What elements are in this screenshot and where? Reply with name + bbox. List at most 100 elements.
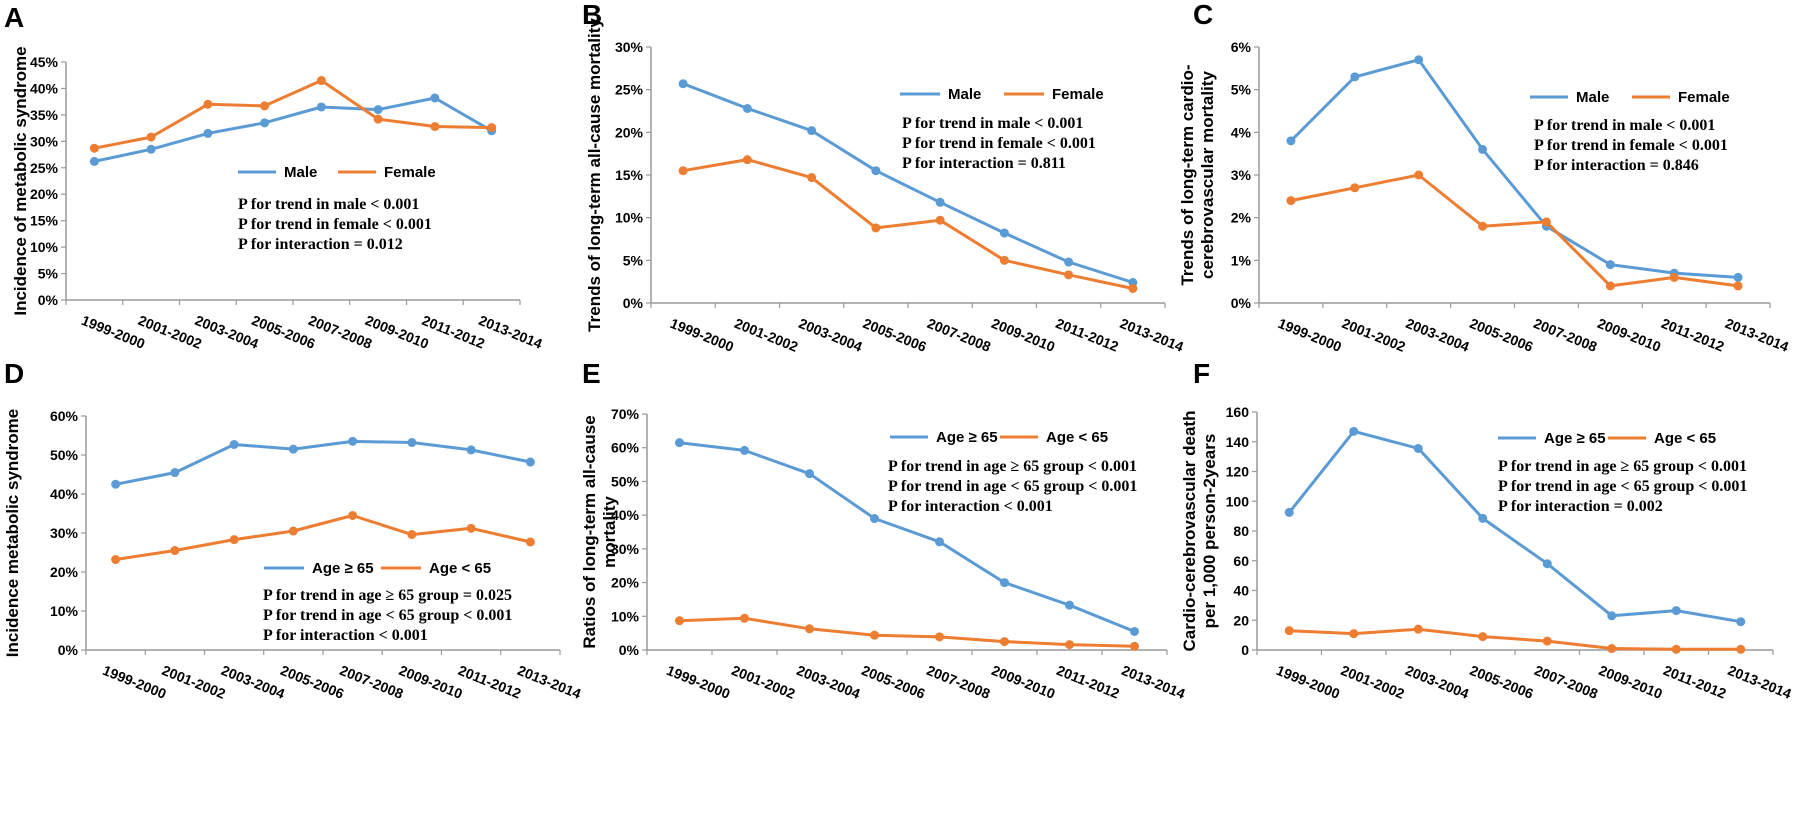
data-point — [348, 510, 358, 520]
x-tick-label: 2003-2004 — [794, 662, 862, 702]
data-point — [1478, 632, 1488, 642]
panel-letter: E — [582, 358, 601, 389]
data-point — [675, 616, 684, 626]
stat-note: P for trend in age < 65 group < 0.001 — [888, 478, 1137, 495]
x-tick-label: 2007-2008 — [1531, 315, 1599, 355]
data-point — [1733, 272, 1743, 282]
y-tick-label: 5% — [38, 266, 59, 282]
y-tick-label: 4% — [1231, 124, 1252, 140]
series-line-1 — [94, 96, 493, 163]
x-tick-label: 2011-2012 — [456, 662, 524, 702]
data-point — [407, 530, 417, 540]
y-tick-label: 25% — [615, 82, 644, 98]
data-point — [1669, 272, 1679, 282]
data-point — [1286, 136, 1296, 146]
x-tick-label: 2013-2014 — [1723, 315, 1791, 355]
y-tick-label: 0 — [1241, 642, 1249, 658]
data-point — [1478, 221, 1488, 231]
stat-note: P for trend in age < 65 group < 0.001 — [1498, 478, 1747, 495]
data-point — [1736, 644, 1746, 654]
legend-label: Age ≥ 65 — [1544, 430, 1606, 447]
stat-note: P for trend in female < 0.001 — [902, 135, 1096, 152]
x-tick-label: 2009-2010 — [1595, 315, 1663, 355]
y-tick-label: 5% — [1231, 82, 1252, 98]
y-tick-label: 60% — [50, 408, 79, 424]
data-point — [871, 166, 881, 176]
data-point — [1414, 55, 1424, 65]
x-tick-label: 2001-2002 — [136, 312, 204, 352]
series-line-1 — [115, 439, 531, 486]
x-tick-label: 2009-2010 — [1597, 662, 1665, 702]
data-point — [740, 613, 749, 623]
x-tick-label: 2013-2014 — [1118, 315, 1186, 355]
data-point — [89, 156, 99, 166]
stat-note: P for trend in age < 65 group < 0.001 — [263, 607, 512, 624]
y-tick-label: 0% — [58, 642, 79, 658]
x-tick-label: 2007-2008 — [924, 662, 992, 702]
data-point — [1349, 629, 1359, 639]
stat-note: P for trend in male < 0.001 — [238, 196, 419, 213]
y-tick-label: 15% — [615, 167, 644, 183]
x-tick-label: 2001-2002 — [1340, 315, 1408, 355]
data-point — [675, 438, 684, 448]
data-point — [678, 166, 688, 176]
y-tick-label: 30% — [30, 133, 59, 149]
data-point — [807, 173, 817, 183]
data-point — [1130, 626, 1139, 636]
y-tick-label: 0% — [38, 292, 59, 308]
data-point — [525, 457, 535, 467]
legend-label: Age < 65 — [429, 560, 491, 577]
y-tick-label: 50% — [611, 473, 640, 489]
data-point — [742, 103, 752, 113]
data-point — [1541, 217, 1551, 227]
x-tick-label: 2005-2006 — [859, 662, 927, 702]
data-point — [807, 126, 817, 136]
data-point — [1605, 260, 1615, 270]
data-point — [316, 76, 326, 86]
data-point — [229, 535, 239, 545]
chart-panel-c: C 0% 1% 2% 3% 4% 5% 6% 1999-20002001-20022003-20… — [1178, 0, 1791, 355]
x-tick-label: 2001-2002 — [729, 662, 797, 702]
data-point — [89, 143, 99, 153]
data-point — [203, 128, 213, 138]
x-tick-label: 2005-2006 — [1468, 662, 1536, 702]
x-tick-label: 2005-2006 — [861, 315, 929, 355]
stat-note: P for trend in female < 0.001 — [1534, 137, 1728, 154]
x-tick-label: 2003-2004 — [219, 662, 287, 702]
series-line-2 — [1290, 173, 1739, 288]
data-point — [170, 546, 180, 556]
stat-note: P for trend in female < 0.001 — [238, 216, 432, 233]
y-tick-label: 3% — [1231, 167, 1252, 183]
y-tick-label: 30% — [611, 541, 640, 557]
data-point — [1000, 578, 1009, 588]
stat-note: P for interaction = 0.846 — [1534, 157, 1699, 174]
x-tick-label: 1999-2000 — [79, 312, 147, 352]
data-point — [870, 630, 879, 640]
y-tick-label: 20% — [30, 186, 59, 202]
x-tick-label: 2011-2012 — [1659, 315, 1727, 355]
data-point — [430, 122, 440, 132]
data-point — [678, 79, 688, 89]
panel-letter: F — [1193, 358, 1210, 389]
stat-note: P for interaction = 0.002 — [1498, 498, 1663, 515]
y-axis-label: per 1,000 person-2years — [1200, 434, 1219, 629]
data-point — [487, 123, 497, 133]
x-tick-label: 2011-2012 — [1661, 662, 1729, 702]
y-tick-label: 10% — [50, 603, 79, 619]
y-tick-label: 25% — [30, 160, 59, 176]
data-point — [466, 445, 476, 455]
x-tick-label: 2007-2008 — [1532, 662, 1600, 702]
data-point — [805, 624, 814, 634]
chart-panel-d: D0%10%20%30%40%50%60%1999-20002001-20022… — [3, 358, 584, 702]
y-axis-label: Trends of long-term cardio- — [1178, 64, 1197, 285]
data-point — [430, 93, 440, 103]
legend-label: Female — [384, 164, 436, 181]
y-tick-label: 15% — [30, 213, 59, 229]
series-line-1 — [1289, 58, 1739, 279]
data-point — [1065, 640, 1074, 650]
data-point — [999, 228, 1009, 238]
data-point — [1349, 426, 1359, 436]
data-point — [935, 215, 945, 225]
y-tick-label: 20% — [611, 575, 640, 591]
